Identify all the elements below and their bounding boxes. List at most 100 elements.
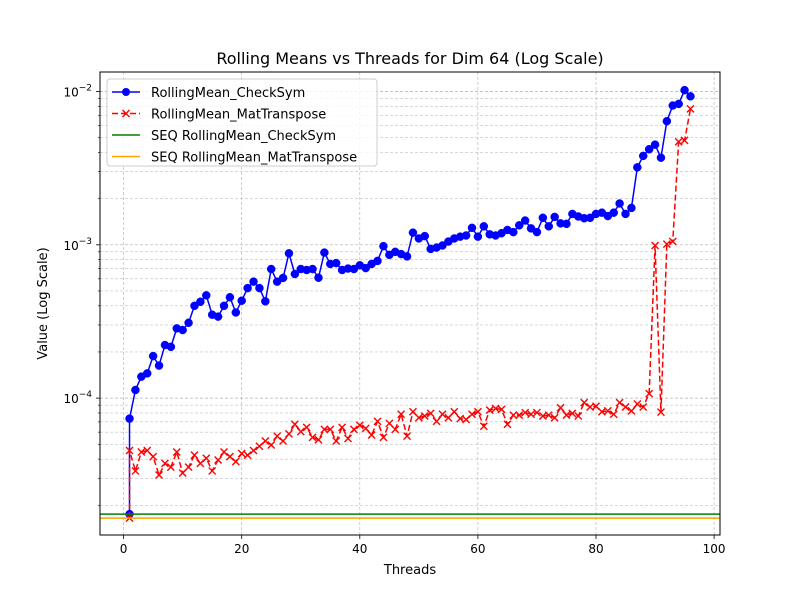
data-point-stroke: [450, 407, 459, 416]
data-point: [485, 406, 494, 415]
data-point: [621, 209, 630, 219]
legend-label: SEQ RollingMean_MatTranspose: [151, 151, 357, 166]
data-point-stroke: [627, 406, 636, 415]
data-point-stroke: [414, 413, 423, 422]
data-point: [202, 291, 211, 300]
data-point: [686, 92, 695, 101]
data-point: [408, 407, 417, 416]
data-point: [296, 427, 305, 436]
data-point-stroke: [290, 420, 299, 429]
data-point-stroke: [202, 454, 211, 463]
data-point: [326, 425, 335, 434]
data-point-stroke: [125, 446, 134, 455]
data-point: [344, 434, 352, 443]
data-point: [190, 301, 199, 311]
data-point-stroke: [633, 400, 642, 409]
data-point: [178, 325, 187, 335]
data-point-stroke: [166, 463, 175, 472]
data-point-stroke: [544, 411, 553, 420]
data-point: [178, 468, 187, 477]
data-point-stroke: [538, 411, 547, 420]
data-point-stroke: [172, 448, 181, 457]
data-point-stroke: [550, 413, 559, 422]
data-point: [166, 463, 175, 472]
plot-area: [100, 85, 720, 523]
data-point: [680, 136, 689, 145]
data-point-stroke: [131, 466, 140, 475]
y-tick-exponent: −2: [79, 83, 92, 93]
data-point: [125, 446, 134, 455]
data-point-stroke: [267, 440, 276, 449]
data-point: [361, 424, 370, 433]
data-point: [237, 449, 246, 458]
data-point: [544, 411, 553, 420]
data-point-stroke: [674, 137, 683, 146]
data-point: [196, 297, 205, 307]
y-tick-base: 10: [63, 392, 78, 406]
data-point-stroke: [651, 241, 660, 250]
data-point: [509, 411, 518, 420]
data-point: [397, 410, 406, 419]
data-point: [166, 342, 176, 352]
data-point: [514, 221, 524, 230]
data-point-stroke: [373, 417, 382, 426]
data-point-stroke: [521, 408, 530, 417]
data-point-stroke: [473, 407, 482, 416]
data-point-stroke: [208, 466, 217, 475]
y-tick-label: 10−3: [63, 237, 92, 253]
legend: RollingMean_CheckSym RollingMean_MatTrans…: [106, 78, 378, 167]
data-point: [172, 448, 181, 457]
data-point-stroke: [149, 452, 158, 461]
data-point: [137, 448, 146, 457]
data-point-stroke: [515, 411, 524, 420]
data-point-stroke: [680, 136, 689, 145]
data-point: [290, 269, 300, 279]
data-point: [391, 425, 400, 434]
data-point: [580, 398, 589, 407]
data-point: [142, 369, 152, 378]
data-point: [479, 222, 489, 231]
data-point-stroke: [160, 459, 169, 468]
y-tick-label: 10−2: [63, 83, 92, 99]
data-point-stroke: [662, 240, 671, 249]
data-point-stroke: [231, 457, 240, 466]
data-point: [379, 241, 388, 251]
data-point: [155, 471, 164, 480]
data-point: [273, 432, 282, 441]
data-point: [461, 231, 471, 240]
data-point: [639, 403, 648, 412]
data-point-stroke: [178, 468, 187, 477]
data-point: [219, 301, 229, 311]
data-point: [627, 406, 636, 415]
data-point: [308, 264, 317, 274]
data-point-stroke: [326, 425, 335, 434]
data-point-stroke: [249, 446, 258, 455]
data-point: [373, 417, 382, 426]
data-point-stroke: [686, 104, 695, 113]
data-point-stroke: [349, 425, 358, 434]
data-point: [680, 85, 689, 95]
data-point-stroke: [261, 437, 270, 446]
data-point: [674, 99, 683, 109]
data-point-stroke: [143, 446, 152, 455]
data-point: [645, 389, 654, 398]
data-point: [556, 403, 565, 412]
data-point: [467, 223, 477, 233]
data-point: [125, 414, 134, 423]
y-tick-label: 10−4: [63, 390, 92, 406]
data-point: [149, 452, 158, 461]
legend-label: RollingMean_CheckSym: [151, 86, 305, 101]
legend-box: [106, 78, 378, 167]
data-point-stroke: [314, 435, 323, 444]
data-point: [379, 433, 388, 442]
legend-entry: SEQ RollingMean_CheckSym: [112, 129, 336, 144]
data-point-stroke: [597, 407, 606, 416]
data-point: [331, 258, 341, 268]
y-tick-exponent: −4: [79, 390, 93, 400]
data-point: [320, 425, 329, 434]
data-point-stroke: [574, 411, 583, 420]
data-point-stroke: [580, 398, 589, 407]
data-point: [154, 361, 164, 370]
